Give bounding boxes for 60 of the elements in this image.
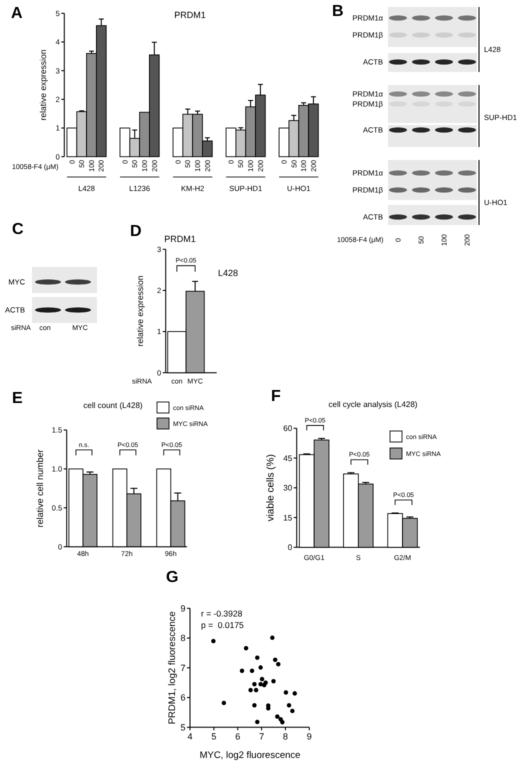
- point: [276, 662, 280, 666]
- chart-title: PRDM1: [174, 10, 206, 20]
- point: [271, 678, 276, 684]
- point: [252, 703, 257, 708]
- point: [262, 682, 266, 688]
- x-tick-label: 4: [187, 731, 193, 742]
- y-axis-title: viable cells (%): [266, 454, 276, 522]
- y-tick-label: 6: [180, 692, 186, 703]
- point: [211, 638, 216, 644]
- point: [270, 636, 275, 640]
- text: B: [332, 3, 344, 20]
- point: [252, 682, 257, 686]
- point: [280, 720, 285, 724]
- y-tick-label: 60: [283, 424, 293, 434]
- y-tick-label: 8: [180, 633, 186, 644]
- point: [258, 665, 263, 670]
- text: A: [11, 5, 23, 22]
- point: [275, 714, 280, 719]
- chart-title: cell cycle analysis (L428): [328, 400, 418, 409]
- point: [240, 668, 244, 673]
- y-tick-label: 45: [283, 454, 293, 463]
- point: [292, 691, 297, 696]
- y-tick-label: 7: [180, 662, 186, 673]
- point: [284, 690, 288, 695]
- chart-title: cell count (L428): [83, 401, 143, 410]
- point: [260, 676, 264, 682]
- y-axis-title: relative expression: [38, 49, 48, 120]
- chart-title: PRDM1: [164, 234, 196, 244]
- point: [222, 700, 226, 706]
- text: F: [271, 388, 281, 405]
- point: [258, 682, 263, 686]
- y-axis-title: PRDM1, log2 fluorescence: [167, 611, 178, 724]
- x-tick-label: 9: [306, 731, 312, 742]
- text: E: [12, 390, 23, 407]
- point: [286, 703, 292, 708]
- point: [255, 655, 260, 660]
- point: [244, 646, 248, 650]
- y-axis-title: relative expression: [134, 275, 145, 346]
- point: [254, 688, 258, 692]
- point: [248, 688, 253, 692]
- y-tick-label: 30: [283, 484, 293, 493]
- point: [290, 708, 295, 714]
- y-axis-title: relative cell number: [35, 449, 46, 528]
- annotation: p = 0.0175: [201, 620, 244, 630]
- point: [255, 720, 260, 724]
- x-tick-label: 5: [211, 731, 216, 742]
- x-tick-label: 7: [259, 731, 264, 742]
- point: [272, 658, 278, 662]
- y-tick-label: 15: [283, 513, 293, 522]
- text: L428: [218, 268, 238, 278]
- y-tick-label: 0: [288, 543, 293, 552]
- text: D: [130, 223, 142, 240]
- point: [250, 668, 254, 673]
- x-tick-label: 6: [235, 731, 240, 742]
- annotation: r = -0.3928: [201, 608, 243, 618]
- y-tick-label: 5: [180, 722, 186, 732]
- x-axis-title: MYC, log2 fluorescence: [200, 750, 300, 761]
- text: G: [166, 569, 178, 586]
- y-tick-label: 9: [180, 603, 186, 614]
- text: C: [12, 221, 24, 238]
